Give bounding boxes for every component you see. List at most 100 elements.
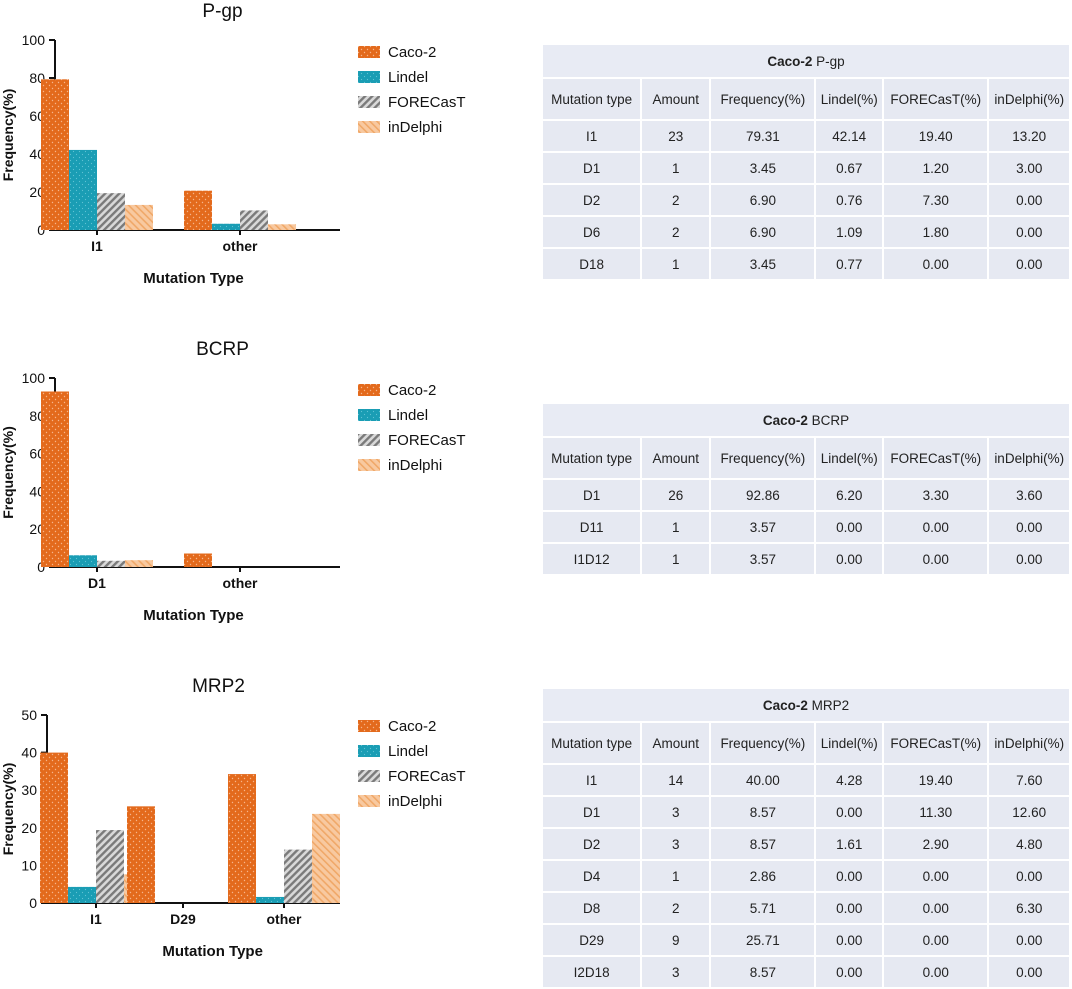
table-row: D2 2 6.90 0.76 7.30 0.00 [543,185,1069,215]
table-cell: 26 [642,480,710,510]
table-header-cell: inDelphi(%) [989,723,1069,763]
y-axis-label: Frequency(%) [0,426,16,519]
table-cell: 1.80 [884,217,988,247]
chart-mrp2: MRP2 0 10 20 30 40 50 Frequency(%) I1 D29 otherMut… [0,676,466,960]
table-header-cell: Amount [642,438,710,478]
table-cell: 2 [642,217,710,247]
y-tick-label: 100 [22,370,46,386]
table-mrp2: Caco-2 MRP2 Mutation type Amount Frequency(… [541,687,1071,989]
table-cell: D11 [543,512,641,542]
bar-lindel-other [256,896,284,903]
table-cell: 92.86 [711,480,815,510]
table-header-cell: Frequency(%) [711,438,815,478]
table-cell: 0.00 [884,925,988,955]
table-cell: 0.00 [989,861,1069,891]
legend-label: Caco-2 [388,718,436,735]
table-cell: 12.60 [989,797,1069,827]
table-header-cell: FORECasT(%) [884,79,988,119]
bar-indelphi-i1 [125,204,153,230]
table-title-cell-line: Caco-2 [762,697,808,713]
table-title-cell-line: Caco-2 [767,53,813,69]
legend-label: inDelphi [388,457,442,474]
bar-caco2-other [184,190,212,230]
bar-lindel-other [212,223,240,230]
table-cell: 0.00 [989,544,1069,574]
legend-swatch [358,770,380,782]
table-row: I1 14 40.00 4.28 19.40 7.60 [543,765,1069,795]
table-cell: 1.20 [884,153,988,183]
table-cell: 0.00 [884,249,988,279]
table-cell: 0.00 [989,512,1069,542]
table-header-cell: FORECasT(%) [884,438,988,478]
table-title-row: Caco-2 P-gp [543,45,1069,77]
table-cell: D8 [543,893,641,923]
table-row: D1 1 3.45 0.67 1.20 3.00 [543,153,1069,183]
table-cell: 0.00 [884,861,988,891]
y-tick-label: 20 [21,820,37,836]
y-tick-label: 10 [21,857,37,873]
table-cell: D2 [543,829,641,859]
table-cell: 6.90 [711,185,815,215]
legend-swatch [358,409,380,421]
legend-swatch [358,745,380,757]
table-cell: 1 [642,544,710,574]
legend-label: Lindel [388,69,428,86]
bar-caco2-other [184,553,212,567]
table-cell: 5.71 [711,893,815,923]
table-cell: 19.40 [884,765,988,795]
legend-label: inDelphi [388,793,442,810]
legend-swatch [358,121,380,133]
table-cell: 7.30 [884,185,988,215]
table-header-cell: Amount [642,723,710,763]
table-row: D4 1 2.86 0.00 0.00 0.00 [543,861,1069,891]
chart-title: MRP2 [192,676,245,697]
table-row: I1 23 79.31 42.14 19.40 13.20 [543,121,1069,151]
table-cell: 2.90 [884,829,988,859]
table-cell: 14 [642,765,710,795]
table-cell: 3.00 [989,153,1069,183]
x-axis-label: Mutation Type [143,607,244,624]
legend-label: Lindel [388,743,428,760]
table-cell: 0.00 [816,925,882,955]
table-cell: 1 [642,153,710,183]
x-tick-label: other [267,911,303,927]
table-header-cell: Mutation type [543,79,641,119]
table-cell: D2 [543,185,641,215]
table-title: Caco-2 P-gp [543,45,1069,77]
bar-lindel-i1 [69,149,97,230]
table-header-cell: FORECasT(%) [884,723,988,763]
bar-indelphi-other [268,224,296,230]
legend-label: FORECasT [388,94,466,111]
table-title-gene: MRP2 [807,697,850,713]
bar-indelphi-other [312,813,340,903]
table-row: D1 26 92.86 6.20 3.30 3.60 [543,480,1069,510]
y-tick-label: 40 [21,745,37,761]
table-cell: 1 [642,861,710,891]
table-cell: 0.00 [816,861,882,891]
table-header-cell: Mutation type [543,438,641,478]
table-cell: 0.00 [989,217,1069,247]
table-row: D2 3 8.57 1.61 2.90 4.80 [543,829,1069,859]
table-header-cell: inDelphi(%) [989,79,1069,119]
legend-label: Caco-2 [388,44,436,61]
table-title-gene: P-gp [812,53,845,69]
table-header-row: Mutation type Amount Frequency(%) Lindel(%)… [543,438,1069,478]
table-title-row: Caco-2 MRP2 [543,689,1069,721]
legend-swatch [358,720,380,732]
table-title-cell-line: Caco-2 [762,412,808,428]
x-axis-label: Mutation Type [143,270,244,287]
bar-forecast-other [240,210,268,230]
table-header-cell: Lindel(%) [816,723,882,763]
table-cell: D1 [543,153,641,183]
chart-pgp: P-gp020406080100Frequency(%)I1otherMutat… [0,1,466,287]
table-row: D18 1 3.45 0.77 0.00 0.00 [543,249,1069,279]
table-cell: 2.86 [711,861,815,891]
table-cell: 3 [642,797,710,827]
table-header-row: Mutation type Amount Frequency(%) Lindel(%)… [543,723,1069,763]
table-cell: 79.31 [711,121,815,151]
table-cell: 4.80 [989,829,1069,859]
table-cell: 0.00 [989,925,1069,955]
table-row: I1D12 1 3.57 0.00 0.00 0.00 [543,544,1069,574]
table-cell: 0.00 [816,544,882,574]
legend-label: Caco-2 [388,382,436,399]
